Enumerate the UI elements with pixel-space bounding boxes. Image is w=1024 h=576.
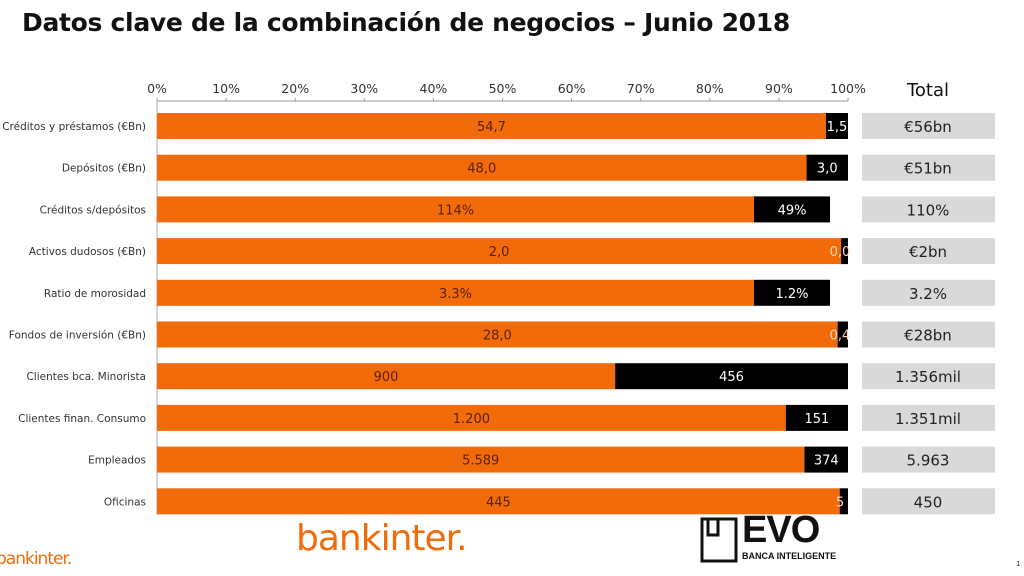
total-box: [862, 154, 995, 181]
evo-bar: [754, 279, 831, 306]
evo-bar: [615, 363, 848, 390]
total-value: 450: [914, 493, 943, 511]
category-label: Depósitos (€Bn): [62, 163, 146, 175]
category-label: Créditos s/depósitos: [40, 204, 146, 216]
bankinter-value-label: 2,0: [489, 245, 510, 260]
evo-bar: [804, 446, 848, 473]
evo-value-label: 374: [814, 454, 839, 469]
evo-bar: [754, 196, 831, 223]
bankinter-value-label: 28,0: [483, 329, 512, 344]
bankinter-value-label: 114%: [437, 203, 474, 218]
category-label: Clientes bca. Minorista: [26, 371, 146, 383]
evo-tagline: BANCA INTELIGENTE: [742, 551, 837, 561]
evo-logo-text: EVO: [742, 509, 820, 551]
category-label: Activos dudosos (€Bn): [29, 246, 146, 258]
bankinter-bar: [157, 279, 755, 306]
evo-value-label: 0,0: [830, 245, 851, 260]
bankinter-bar: [157, 113, 826, 139]
total-box: [862, 488, 995, 515]
category-label: Créditos y préstamos (€Bn): [2, 121, 146, 133]
evo-value-label: 1,5: [827, 120, 848, 135]
bankinter-bar: [157, 404, 786, 431]
bankinter-bar: [157, 446, 805, 473]
bankinter-value-label: 3.3%: [439, 287, 472, 302]
x-tick-label: 90%: [765, 81, 793, 96]
x-tick-label: 50%: [489, 81, 517, 96]
total-box: [862, 196, 995, 223]
evo-value-label: 49%: [778, 203, 807, 218]
evo-bar: [825, 113, 848, 139]
page-number: 1: [1016, 560, 1021, 568]
total-box: [862, 279, 995, 306]
bankinter-value-label: 1.200: [453, 412, 490, 427]
total-box: [862, 321, 995, 348]
total-box: [862, 113, 995, 139]
evo-value-label: 1.2%: [776, 287, 809, 302]
evo-value-label: 456: [719, 370, 744, 385]
evo-value-label: 3,0: [817, 162, 838, 177]
bankinter-bar: [157, 238, 842, 265]
total-box: [862, 363, 995, 390]
x-tick-label: 40%: [420, 81, 448, 96]
evo-value-label: 0,4: [830, 329, 851, 344]
evo-value-label: 151: [804, 412, 829, 427]
evo-logo-icon: [700, 517, 738, 563]
bankinter-logo: bankinter.: [296, 518, 468, 559]
total-value: €56bn: [904, 118, 952, 136]
total-value: 3.2%: [909, 285, 947, 303]
category-label: Empleados: [88, 455, 146, 467]
bankinter-bar: [157, 321, 838, 348]
total-value: 1.351mil: [895, 410, 961, 428]
bankinter-logo-small: bankinter.: [0, 549, 72, 569]
page-title: Datos clave de la combinación de negocio…: [22, 8, 790, 37]
category-label: Fondos de inversión (€Bn): [9, 330, 146, 342]
x-tick-label: 0%: [147, 81, 167, 96]
total-value: €51bn: [904, 160, 952, 178]
total-box: [862, 238, 995, 265]
evo-bar: [837, 321, 848, 348]
total-value: 1.356mil: [895, 368, 961, 386]
x-tick-label: 30%: [350, 81, 378, 96]
bankinter-value-label: 900: [374, 370, 399, 385]
evo-bar: [841, 238, 848, 265]
category-label: Oficinas: [104, 496, 146, 508]
x-tick-label: 10%: [212, 81, 240, 96]
bankinter-value-label: 445: [486, 495, 511, 510]
evo-bar: [785, 404, 848, 431]
category-label: Ratio de morosidad: [44, 288, 146, 300]
bankinter-value-label: 54,7: [477, 120, 506, 135]
x-tick-label: 60%: [558, 81, 586, 96]
total-box: [862, 446, 995, 473]
bankinter-value-label: 48,0: [467, 162, 496, 177]
evo-bar: [839, 488, 848, 515]
bankinter-bar: [157, 196, 755, 223]
x-tick-label: 20%: [281, 81, 309, 96]
bankinter-value-label: 5.589: [462, 454, 499, 469]
x-tick-label: 70%: [627, 81, 655, 96]
total-value: 5.963: [907, 452, 950, 470]
total-value: €2bn: [909, 243, 947, 261]
total-header: Total: [906, 80, 949, 101]
bankinter-bar: [157, 488, 840, 515]
total-value: €28bn: [904, 327, 952, 345]
total-box: [862, 404, 995, 431]
x-tick-label: 100%: [830, 81, 866, 96]
evo-logo: EVO BANCA INTELIGENTE: [700, 509, 840, 563]
bankinter-bar: [157, 363, 616, 390]
total-value: 110%: [907, 201, 950, 219]
category-label: Clientes finan. Consumo: [18, 413, 146, 425]
evo-value-label: 5: [836, 495, 844, 510]
x-tick-label: 80%: [696, 81, 724, 96]
evo-bar: [806, 154, 848, 181]
bankinter-bar: [157, 154, 807, 181]
